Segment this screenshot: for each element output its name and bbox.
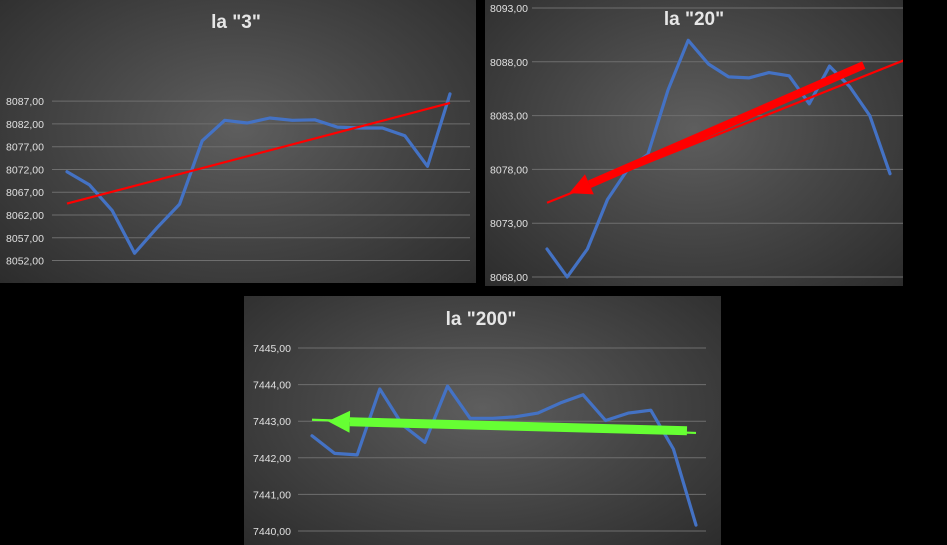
y-tick-label: 8067,00	[6, 187, 44, 199]
y-tick-label: 8078,00	[490, 164, 528, 176]
series-line	[545, 38, 892, 279]
y-tick-label: 8083,00	[490, 111, 528, 123]
y-tick-label: 8073,00	[490, 218, 528, 230]
y-tick-label: 8077,00	[6, 142, 44, 154]
series-line	[310, 384, 698, 527]
y-tick-label: 7445,00	[253, 343, 291, 355]
trend-arrow-head	[569, 174, 594, 195]
chart-panel-3: la "3" 8087,00 8082,00 8077,00 8072,00 8067,…	[0, 0, 476, 283]
chart-title: la "20"	[664, 9, 724, 30]
y-tick-label: 8057,00	[6, 233, 44, 245]
y-tick-label: 7442,00	[253, 453, 291, 465]
y-tick-label: 7440,00	[253, 526, 291, 538]
y-tick-label: 8072,00	[6, 164, 44, 176]
y-tick-label: 8052,00	[6, 256, 44, 268]
y-tick-label: 7444,00	[253, 380, 291, 392]
chart-svg-3: la "3" 8087,00 8082,00 8077,00 8072,00 8067,…	[6, 12, 470, 268]
chart-title: la "3"	[211, 12, 261, 33]
trend-line	[66, 101, 451, 205]
chart-title: la "200"	[446, 309, 517, 330]
chart-panel-200: la "200" 7445,00 7444,00 7443,00 7442,00 744…	[244, 296, 721, 545]
y-tick-label: 8082,00	[6, 119, 44, 131]
chart-svg-20: la "20" 8093,00 8088,00 8083,00 8078,00 8073…	[490, 3, 903, 284]
y-tick-label: 8068,00	[490, 272, 528, 284]
chart-panel-20: la "20" 8093,00 8088,00 8083,00 8078,00 8073…	[485, 0, 903, 286]
y-tick-label: 8087,00	[6, 96, 44, 108]
y-tick-label: 8062,00	[6, 210, 44, 222]
y-tick-label: 8093,00	[490, 3, 528, 15]
trend-arrow-shaft	[587, 61, 866, 188]
trend-arrow-shaft	[349, 417, 688, 436]
y-tick-label: 7441,00	[253, 489, 291, 501]
chart-svg-200: la "200" 7445,00 7444,00 7443,00 7442,00 744…	[253, 309, 706, 538]
y-tick-label: 7443,00	[253, 416, 291, 428]
y-tick-label: 8088,00	[490, 57, 528, 69]
series-line	[65, 92, 452, 255]
trend-arrow-head	[327, 410, 351, 433]
